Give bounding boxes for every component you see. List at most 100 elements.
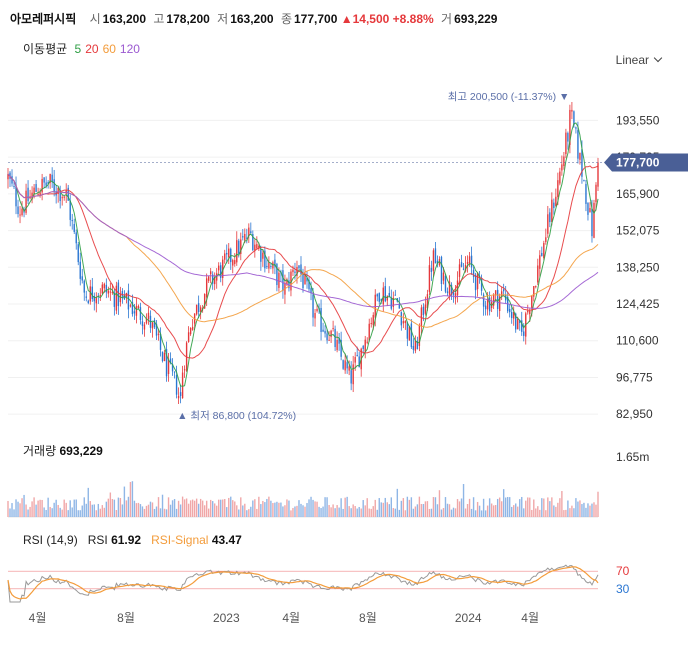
volume-bar — [55, 499, 57, 517]
volume-bar — [448, 504, 451, 517]
scale-mode-dropdown[interactable]: Linear — [616, 53, 663, 67]
candle-body — [214, 276, 216, 285]
candle-body — [320, 307, 322, 332]
volume-bar — [498, 497, 501, 517]
volume-bar — [278, 502, 280, 517]
rsi-value: 61.92 — [111, 533, 142, 547]
volume-bar — [531, 509, 533, 517]
volume-bar — [145, 505, 148, 517]
volume-bar — [462, 484, 465, 517]
candle-body — [384, 286, 386, 302]
volume-bar — [21, 498, 23, 517]
change-pct: +8.88% — [392, 12, 434, 26]
volume-bar — [525, 500, 527, 517]
volume-bar — [378, 498, 380, 517]
volume-bar — [539, 509, 541, 517]
volume-bar — [49, 506, 51, 517]
volume-bar — [486, 505, 489, 517]
volume-label: 거 — [441, 12, 453, 26]
volume-bar — [165, 509, 168, 517]
volume-bar — [15, 499, 17, 517]
volume-bar — [591, 503, 593, 517]
candle-body — [322, 329, 324, 332]
volume-bar — [551, 497, 553, 517]
volume-bar — [422, 504, 425, 517]
volume-panel-title: 거래량 693,229 — [23, 442, 103, 459]
candle-body — [370, 323, 372, 325]
candle-body — [191, 326, 194, 330]
volume-bar — [553, 505, 555, 517]
candle-body — [392, 297, 395, 307]
candle-body — [482, 294, 485, 307]
candle-body — [426, 294, 429, 309]
volume-bar — [476, 501, 479, 517]
candle-body — [27, 187, 29, 202]
candle-body — [17, 206, 19, 215]
volume-bar — [416, 504, 419, 517]
candle-body — [444, 275, 447, 292]
volume-bar — [545, 510, 547, 517]
volume-bar — [51, 508, 53, 517]
candle-body — [169, 358, 172, 364]
volume-bar — [296, 505, 298, 517]
volume-bar — [396, 488, 399, 517]
candle-body — [571, 109, 573, 112]
candle-body — [549, 212, 551, 223]
candle-body — [294, 271, 296, 273]
candle-body — [368, 323, 370, 341]
volume-bar — [157, 497, 160, 517]
candle-body — [224, 253, 226, 260]
volume-bar — [368, 508, 370, 517]
candle-body — [276, 263, 278, 286]
volume-bar — [511, 506, 513, 517]
volume-bar — [488, 498, 491, 517]
volume-bar — [360, 508, 362, 517]
volume-bar — [224, 499, 226, 517]
volume-bar — [502, 489, 505, 517]
candle-body — [430, 267, 433, 272]
volume-bar — [521, 496, 523, 517]
volume-bar — [93, 504, 95, 517]
candle-body — [177, 395, 180, 399]
volume-bar — [37, 500, 39, 517]
candle-body — [103, 283, 106, 289]
volume-bar — [9, 508, 11, 517]
candle-body — [220, 265, 222, 278]
volume-bar — [436, 504, 439, 517]
candle-body — [523, 331, 525, 336]
volume-bar — [234, 501, 236, 517]
volume-bar — [380, 502, 382, 517]
volume-bar — [125, 500, 128, 517]
volume-bar — [59, 507, 61, 517]
candle-body — [388, 292, 390, 297]
open-label: 시 — [89, 12, 101, 26]
candle-body — [567, 133, 569, 142]
candle-body — [464, 264, 467, 272]
ma-20-label: 20 — [85, 42, 99, 56]
volume-bar — [69, 500, 71, 517]
volume-bar — [211, 501, 214, 517]
ma-label: 이동평균 — [23, 42, 68, 56]
candle-body — [109, 291, 112, 293]
candle-body — [466, 261, 469, 264]
volume-panel-label: 거래량 — [23, 444, 57, 458]
candle-body — [107, 290, 110, 294]
candle-body — [256, 244, 258, 249]
volume-bar — [386, 502, 388, 517]
candle-body — [105, 284, 108, 293]
volume-bar — [569, 508, 571, 517]
volume-bar — [410, 497, 413, 517]
volume-bar — [268, 496, 270, 517]
volume-bar — [513, 505, 515, 517]
candle-body — [589, 208, 591, 213]
candle-body — [173, 371, 176, 373]
volume-bar — [294, 506, 296, 517]
volume-bar — [593, 502, 595, 517]
volume-bar — [244, 503, 246, 517]
moving-average-legend[interactable]: 이동평균 5 20 60 120 — [23, 40, 144, 57]
candle-body — [448, 281, 451, 295]
candle-body — [424, 304, 427, 314]
y-tick-label: 82,950 — [616, 407, 653, 421]
candle-body — [57, 187, 59, 194]
